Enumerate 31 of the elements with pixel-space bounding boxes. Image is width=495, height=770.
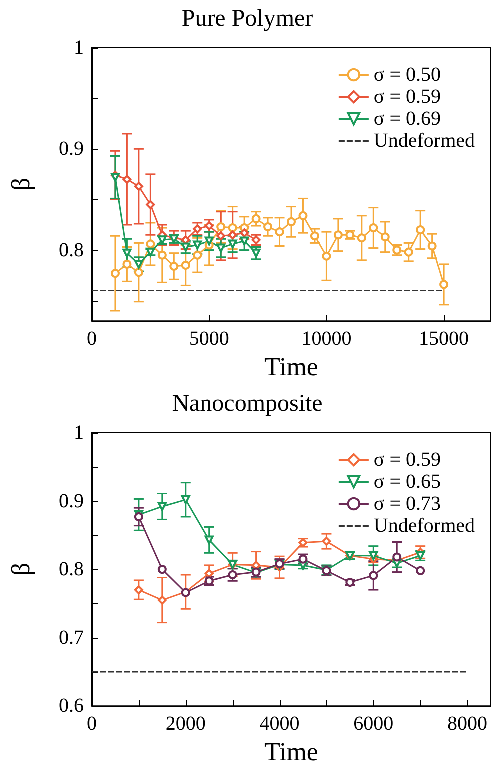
x-tick-label: 8000	[448, 713, 488, 736]
x-tick-label: 10000	[302, 328, 352, 350]
x-tick-label: 4000	[260, 713, 300, 736]
legend-label: σ = 0.59	[374, 86, 441, 108]
x-tick-label: 0	[87, 713, 97, 736]
x-tick-label: 5000	[189, 328, 230, 350]
legend-label: Undeformed	[374, 130, 476, 152]
legend-label: σ = 0.69	[374, 108, 441, 130]
y-tick-label: 0.8	[59, 239, 84, 262]
chart-title: Nanocomposite	[172, 391, 323, 417]
legend-label: σ = 0.73	[374, 493, 441, 515]
chart-title: Pure Polymer	[182, 6, 314, 32]
y-tick-label: 0.7	[59, 626, 84, 649]
y-axis-title: β	[6, 562, 36, 576]
x-tick-label: 0	[87, 328, 97, 350]
legend-label: σ = 0.50	[374, 64, 441, 86]
y-tick-label: 0.6	[59, 695, 84, 718]
legend-label: Undeformed	[374, 515, 476, 537]
y-axis-title: β	[6, 178, 36, 192]
x-tick-label: 2000	[166, 713, 206, 736]
y-tick-label: 0.8	[59, 558, 84, 581]
y-tick-label: 0.9	[59, 138, 84, 160]
y-tick-label: 0.9	[59, 490, 84, 512]
x-tick-label: 15000	[419, 328, 470, 350]
y-tick-label: 1	[74, 37, 84, 59]
y-tick-label: 1	[74, 422, 84, 444]
legend-label: σ = 0.59	[374, 449, 441, 471]
x-tick-label: 6000	[354, 713, 394, 736]
x-axis-title: Time	[264, 352, 318, 382]
x-axis-title: Time	[264, 738, 318, 766]
legend-label: σ = 0.65	[374, 471, 441, 493]
